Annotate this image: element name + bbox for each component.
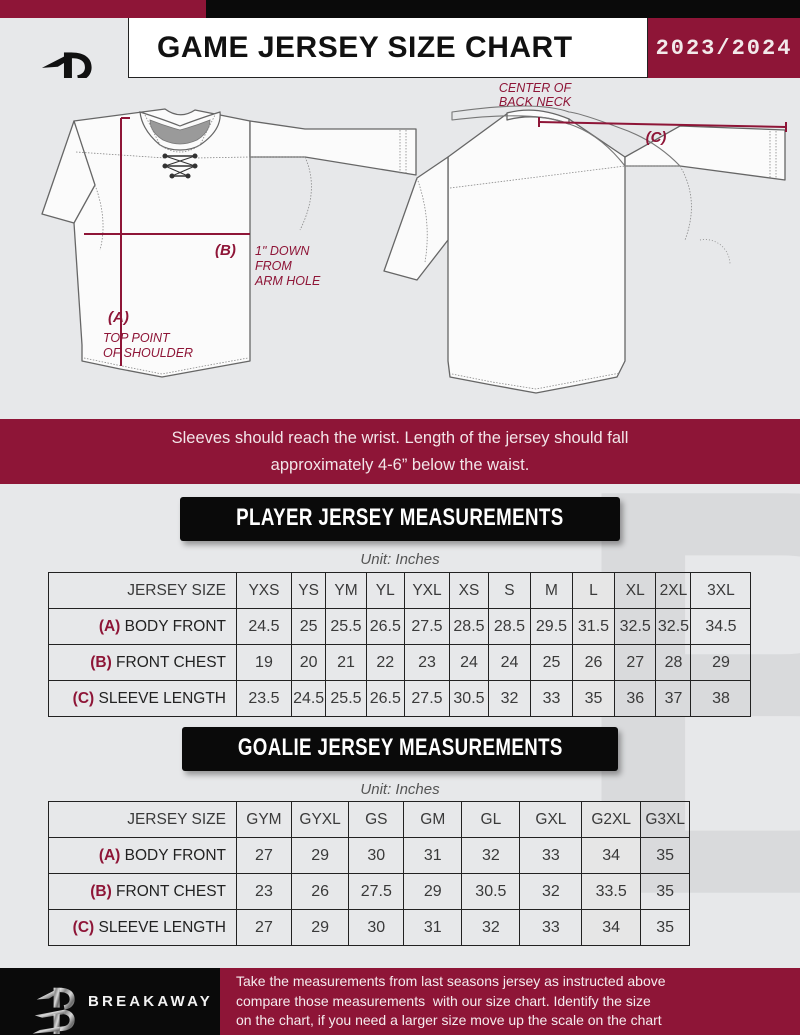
svg-text:CENTER OF: CENTER OF [499,81,573,95]
svg-text:(C): (C) [646,129,667,146]
svg-text:(B): (B) [215,242,236,259]
svg-text:TOP POINT: TOP POINT [103,331,171,345]
svg-text:ARM HOLE: ARM HOLE [254,274,321,288]
svg-text:BACK NECK: BACK NECK [499,95,572,109]
svg-text:OF SHOULDER: OF SHOULDER [103,346,193,360]
svg-text:1" DOWN: 1" DOWN [255,244,310,258]
svg-text:(A): (A) [108,309,129,326]
svg-text:FROM: FROM [255,259,292,273]
